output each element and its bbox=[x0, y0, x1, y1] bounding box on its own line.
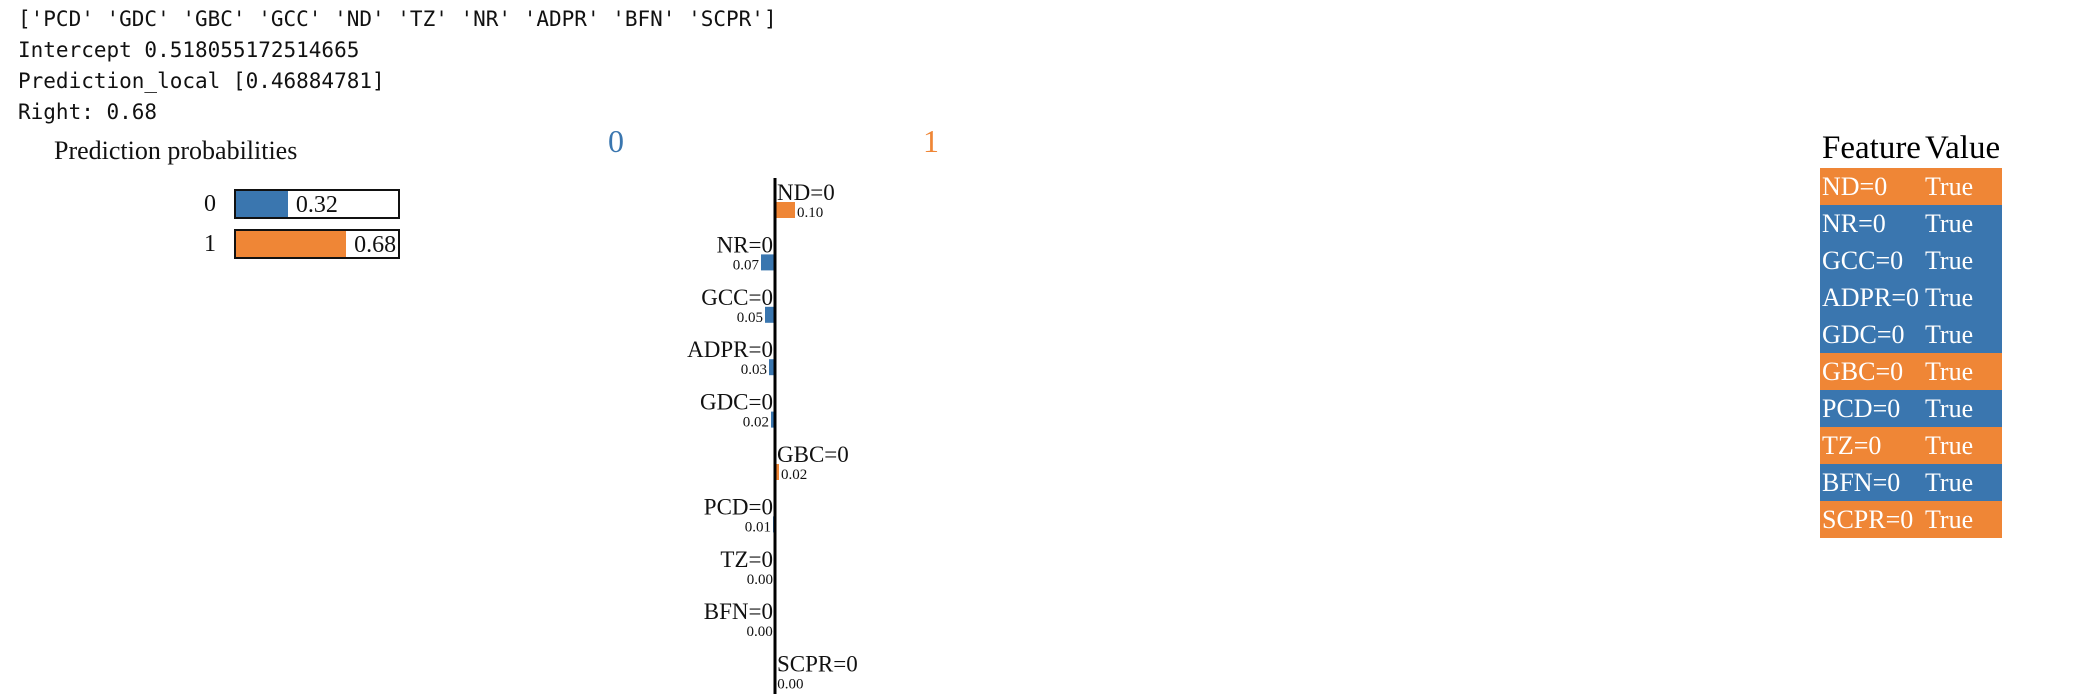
feature-label: SCPR=0 bbox=[777, 652, 858, 677]
prediction-probabilities-title: Prediction probabilities bbox=[54, 136, 298, 165]
value-cell: True bbox=[1924, 209, 1974, 238]
feature-cell: GBC=0 bbox=[1822, 357, 1904, 386]
class-1-header: 1 bbox=[923, 123, 939, 159]
weight-value-label: 0.02 bbox=[781, 467, 807, 483]
feature-label: TZ=0 bbox=[720, 547, 773, 572]
value-cell: True bbox=[1924, 505, 1974, 534]
weight-bar-nd-0 bbox=[775, 202, 795, 218]
probability-bar-frame: 0.68 bbox=[234, 229, 400, 259]
weight-value-label: 0.00 bbox=[777, 677, 803, 693]
weight-value-label: 0.07 bbox=[733, 257, 760, 273]
class-0-header: 0 bbox=[608, 123, 624, 159]
table-row: GBC=0 True bbox=[1820, 353, 2003, 390]
feature-cell: ADPR=0 bbox=[1822, 283, 1920, 312]
feature-cell: PCD=0 bbox=[1822, 394, 1901, 423]
weight-value-label: 0.03 bbox=[741, 362, 767, 378]
probability-bar-fill bbox=[236, 191, 288, 217]
feature-cell: ND=0 bbox=[1822, 172, 1888, 201]
probability-value-label: 0.68 bbox=[354, 232, 397, 258]
feature-value-table: Feature Value ND=0 True NR=0 True GCC=0 True A… bbox=[1820, 128, 2003, 538]
feature-label: NR=0 bbox=[717, 232, 773, 257]
probability-bar-fill bbox=[236, 231, 347, 257]
table-body: ND=0 True NR=0 True GCC=0 True ADPR=0 True GDC=0… bbox=[1820, 168, 2003, 538]
console-output: ['PCD' 'GDC' 'GBC' 'GCC' 'ND' 'TZ' 'NR' … bbox=[18, 4, 777, 128]
feature-label: ADPR=0 bbox=[687, 337, 773, 362]
weight-bar-gcc-0 bbox=[765, 306, 775, 323]
table-row: NR=0 True bbox=[1820, 205, 2003, 242]
right-line: Right: 0.68 bbox=[18, 100, 158, 124]
table-row: PCD=0 True bbox=[1820, 390, 2003, 427]
prediction-local-line: Prediction_local [0.46884781] bbox=[18, 69, 385, 93]
value-cell: True bbox=[1924, 246, 1974, 275]
value-cell: True bbox=[1924, 320, 1974, 349]
probability-class-label: 0 bbox=[204, 191, 216, 217]
probability-value-label: 0.32 bbox=[295, 192, 338, 218]
feature-cell: GCC=0 bbox=[1822, 246, 1904, 275]
feature-label: GDC=0 bbox=[700, 390, 773, 415]
weight-value-label: 0.05 bbox=[737, 310, 763, 326]
table-row: ND=0 True bbox=[1820, 168, 2003, 205]
weight-bar-gdc-0 bbox=[771, 411, 775, 428]
intercept-line: Intercept 0.518055172514665 bbox=[18, 38, 360, 62]
feature-cell: TZ=0 bbox=[1822, 431, 1882, 460]
feature-label: BFN=0 bbox=[704, 599, 773, 624]
table-header-row: Feature Value bbox=[1820, 128, 2002, 168]
table-row: ADPR=0 True bbox=[1820, 279, 2003, 316]
value-cell: True bbox=[1924, 283, 1974, 312]
feature-label: GCC=0 bbox=[701, 285, 773, 310]
feature-cell: NR=0 bbox=[1822, 209, 1886, 238]
value-cell: True bbox=[1924, 172, 1974, 201]
probability-class-label: 1 bbox=[204, 231, 216, 257]
table-row: TZ=0 True bbox=[1820, 427, 2003, 464]
value-cell: True bbox=[1924, 468, 1974, 497]
value-column-header: Value bbox=[1924, 129, 2001, 166]
weight-bar-adpr-0 bbox=[769, 359, 775, 376]
feature-cell: BFN=0 bbox=[1822, 468, 1901, 497]
weight-value-label: 0.01 bbox=[745, 519, 771, 535]
weight-bar-nr-0 bbox=[761, 254, 775, 271]
feature-column-header: Feature bbox=[1822, 129, 1921, 166]
weight-value-label: 0.10 bbox=[797, 205, 823, 221]
table-row: BFN=0 True bbox=[1820, 464, 2003, 501]
value-cell: True bbox=[1924, 431, 1974, 460]
feature-list-line: ['PCD' 'GDC' 'GBC' 'GCC' 'ND' 'TZ' 'NR' … bbox=[18, 7, 777, 31]
table-row: SCPR=0 True bbox=[1820, 501, 2003, 538]
feature-cell: SCPR=0 bbox=[1822, 505, 1914, 534]
weight-value-label: 0.00 bbox=[747, 624, 773, 640]
weight-value-label: 0.02 bbox=[743, 415, 769, 431]
value-cell: True bbox=[1924, 357, 1974, 386]
probability-bar-frame: 0.32 bbox=[234, 189, 400, 219]
feature-cell: GDC=0 bbox=[1822, 320, 1905, 349]
weight-value-label: 0.00 bbox=[747, 572, 773, 588]
value-cell: True bbox=[1924, 394, 1974, 423]
table-row: GCC=0 True bbox=[1820, 242, 2003, 279]
table-row: GDC=0 True bbox=[1820, 316, 2003, 353]
feature-label: ND=0 bbox=[777, 180, 835, 205]
feature-label: PCD=0 bbox=[704, 494, 773, 519]
weight-bar-gbc-0 bbox=[775, 464, 779, 480]
feature-label: GBC=0 bbox=[777, 442, 849, 467]
explanation-chart: 0 1 ND=00.10 NR=00.07 GCC=00.05 ADPR=00.03 GDC… bbox=[608, 123, 939, 694]
